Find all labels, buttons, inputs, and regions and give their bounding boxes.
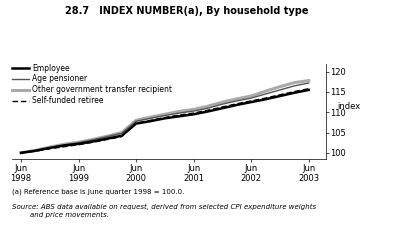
Text: Source: ABS data available on request, derived from selected CPI expenditure wei: Source: ABS data available on request, d…	[12, 204, 316, 217]
Text: (a) Reference base is June quarter 1998 = 100.0.: (a) Reference base is June quarter 1998 …	[12, 188, 184, 195]
Y-axis label: index: index	[337, 102, 360, 111]
Legend: Employee, Age pensioner, Other government transfer recipient, Self-funded retire: Employee, Age pensioner, Other governmen…	[12, 64, 172, 105]
Text: 28.7   INDEX NUMBER(a), By household type: 28.7 INDEX NUMBER(a), By household type	[65, 6, 308, 16]
